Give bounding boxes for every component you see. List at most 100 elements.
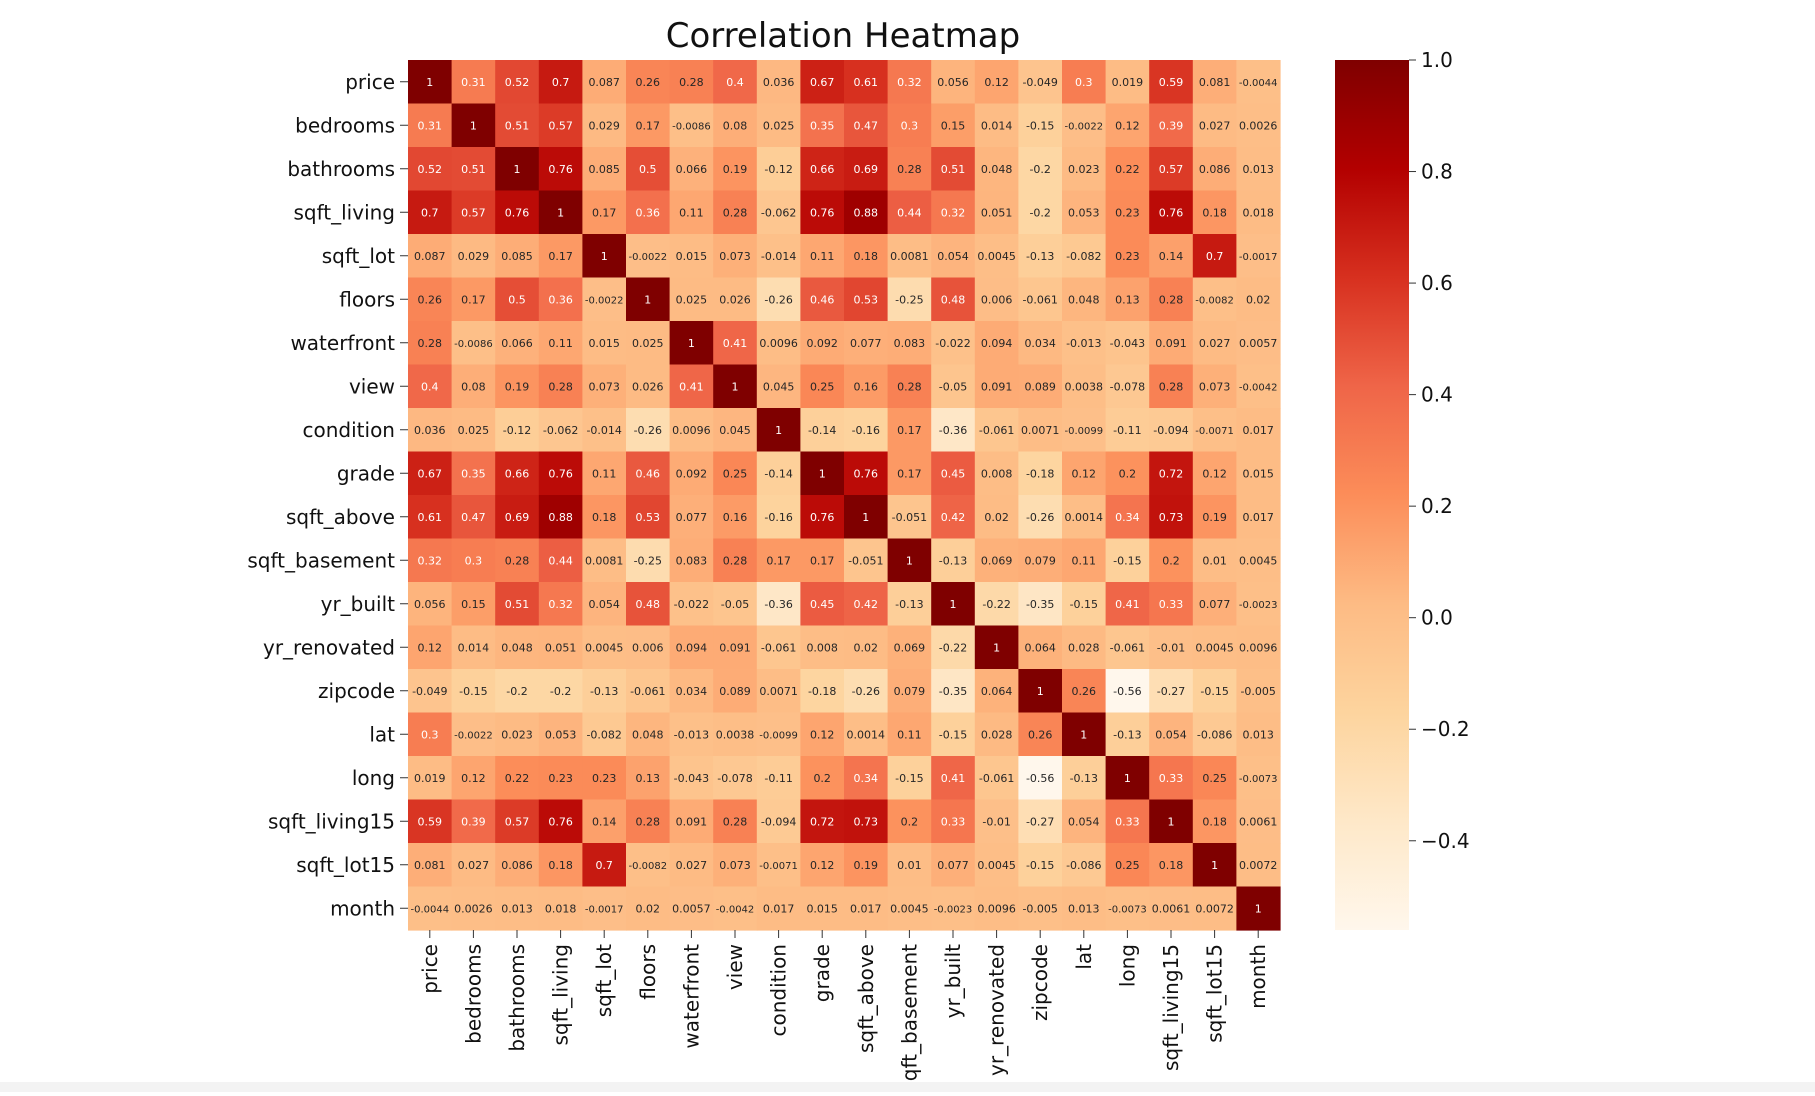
cell-annotation: 0.0071	[759, 685, 798, 698]
heatmap-cell-fill	[1236, 799, 1281, 844]
y-tick-label: sqft_basement	[247, 548, 395, 572]
cell-annotation: 0.12	[984, 76, 1009, 89]
heatmap-cell: 0.18	[582, 495, 627, 540]
cell-annotation: 0.0038	[716, 728, 755, 741]
cell-annotation: -0.043	[674, 772, 709, 785]
heatmap-cell: 0.006	[626, 625, 671, 670]
heatmap-cell-fill	[451, 756, 496, 801]
heatmap-cell: -0.05	[713, 582, 758, 627]
cell-annotation: 0.23	[548, 772, 573, 785]
cell-annotation: -0.18	[1026, 467, 1054, 480]
heatmap-cell: 0.026	[713, 277, 758, 322]
heatmap-cell: -0.11	[756, 756, 801, 801]
heatmap-cell: 0.12	[974, 60, 1019, 105]
heatmap-cell-fill	[1062, 408, 1107, 453]
heatmap-cell-fill	[538, 669, 583, 714]
cell-annotation: -0.56	[1026, 772, 1054, 785]
heatmap-cell-fill	[1018, 712, 1063, 757]
cell-annotation: 0.3	[465, 554, 483, 567]
heatmap-cell-fill	[844, 234, 889, 279]
heatmap-cell: 0.33	[1149, 582, 1194, 627]
cell-annotation: -0.0023	[934, 904, 973, 915]
heatmap-cell-fill	[1149, 321, 1194, 366]
cell-annotation: -0.27	[1157, 685, 1185, 698]
heatmap-cell: -0.11	[1105, 408, 1150, 453]
heatmap-cell: 0.054	[582, 582, 627, 627]
heatmap-cell: 0.015	[1236, 451, 1281, 496]
column-labels: price bedrooms bathrooms sqft_living sqft_lo…	[418, 930, 1270, 1092]
heatmap-cell: 0.26	[1062, 669, 1107, 714]
heatmap-cell: 0.17	[756, 538, 801, 583]
heatmap-cell: -0.078	[1105, 364, 1150, 409]
y-tick-label: sqft_living	[293, 200, 395, 224]
cell-annotation: 0.091	[981, 380, 1013, 393]
heatmap-cell-fill	[538, 234, 583, 279]
cell-annotation: 0.013	[1242, 163, 1274, 176]
heatmap-cell: 1	[626, 277, 671, 322]
heatmap-cell-fill	[1192, 147, 1237, 192]
heatmap-cell-fill	[1192, 712, 1237, 757]
cell-annotation: 0.33	[941, 815, 966, 828]
heatmap-cell: 0.027	[669, 843, 714, 888]
heatmap-cell-fill	[451, 103, 496, 148]
cell-annotation: -0.15	[1113, 554, 1141, 567]
heatmap-cell-fill	[931, 60, 976, 105]
cell-annotation: 0.33	[1159, 598, 1184, 611]
heatmap-cell-fill	[713, 669, 758, 714]
heatmap-cell: 0.091	[974, 364, 1019, 409]
heatmap-cell: 0.28	[713, 538, 758, 583]
heatmap-cell: 0.036	[756, 60, 801, 105]
heatmap-cell-fill	[1062, 147, 1107, 192]
heatmap-cell-fill	[626, 886, 671, 931]
heatmap-cell-fill	[1236, 321, 1281, 366]
cell-annotation: -0.005	[1022, 902, 1057, 915]
heatmap-cell-fill	[756, 60, 801, 105]
cell-annotation: -0.061	[979, 424, 1014, 437]
cell-annotation: -0.16	[852, 424, 880, 437]
colorbar-tick-label: 0.6	[1421, 271, 1453, 295]
heatmap-cell-fill	[887, 147, 932, 192]
heatmap-cell-fill	[669, 625, 714, 670]
cell-annotation: 0.48	[941, 293, 966, 306]
y-tick-label: sqft_above	[286, 505, 395, 529]
cell-annotation: 0.0045	[977, 859, 1016, 872]
cell-annotation: 0.11	[548, 337, 573, 350]
heatmap-cell: 0.52	[495, 60, 540, 105]
heatmap-cell: 0.23	[538, 756, 583, 801]
heatmap-cell: -0.0082	[626, 843, 671, 888]
cell-annotation: -0.13	[1113, 728, 1141, 741]
heatmap-cell-fill	[538, 451, 583, 496]
cell-annotation: 0.077	[937, 859, 969, 872]
cell-annotation: 1	[1124, 772, 1131, 785]
heatmap-cell: 0.064	[1018, 625, 1063, 670]
heatmap-cell-fill	[800, 451, 845, 496]
heatmap-cell: -0.26	[756, 277, 801, 322]
heatmap-cell-fill	[1105, 712, 1150, 757]
cell-annotation: 1	[1211, 859, 1218, 872]
heatmap-cell: -0.061	[1018, 277, 1063, 322]
cell-annotation: 0.085	[501, 250, 533, 263]
heatmap-cell: 0.12	[1105, 103, 1150, 148]
heatmap-cell-fill	[1105, 147, 1150, 192]
heatmap-cell: -0.14	[756, 451, 801, 496]
cell-annotation: 0.0038	[1065, 380, 1104, 393]
heatmap-cell-fill	[538, 843, 583, 888]
heatmap-cell-fill	[887, 712, 932, 757]
heatmap-cell-fill	[1018, 843, 1063, 888]
heatmap-cell-fill	[844, 190, 889, 235]
heatmap-cell: -0.061	[626, 669, 671, 714]
heatmap-cell-fill	[451, 799, 496, 844]
cell-annotation: 0.064	[981, 685, 1013, 698]
heatmap-cell-fill	[1105, 756, 1150, 801]
heatmap-cell-fill	[1149, 495, 1194, 540]
heatmap-cell: 0.5	[495, 277, 540, 322]
cell-annotation: 0.15	[461, 598, 486, 611]
heatmap-cell-fill	[1018, 408, 1063, 453]
heatmap-cell: 0.59	[408, 799, 453, 844]
heatmap-cell: -0.56	[1018, 756, 1063, 801]
heatmap-cell-fill	[1149, 582, 1194, 627]
heatmap-cell: 0.69	[844, 147, 889, 192]
heatmap-cell-fill	[408, 277, 453, 322]
heatmap-cell-fill	[931, 451, 976, 496]
cell-annotation: 0.41	[723, 337, 748, 350]
